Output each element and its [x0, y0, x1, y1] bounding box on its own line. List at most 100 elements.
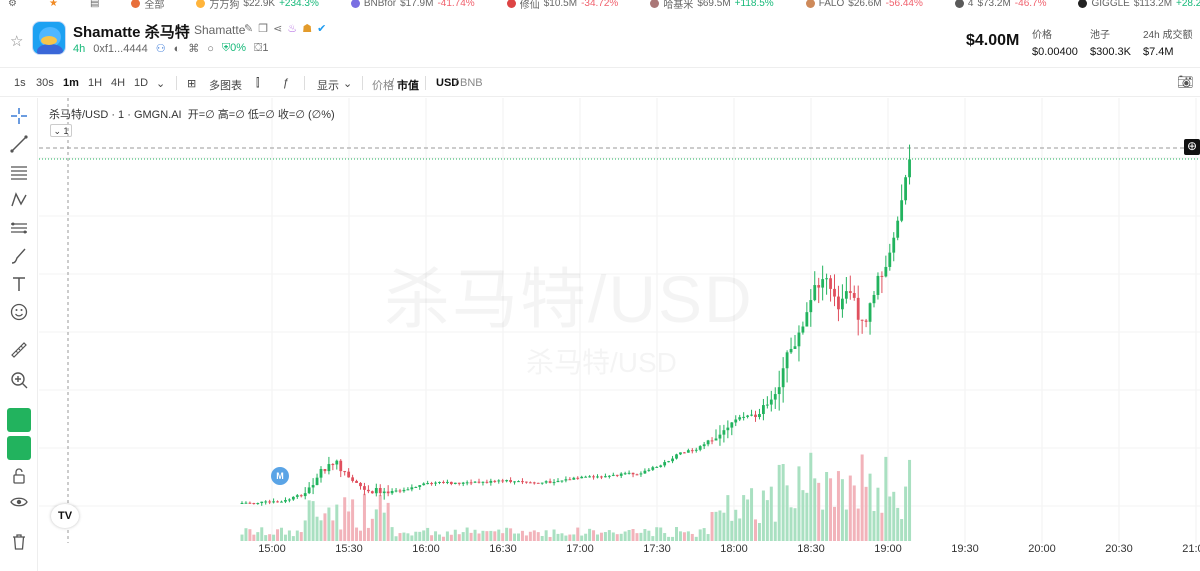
ticker-strip: ⚙ ★ ▤ 全部 万万狗 $22.9K +234.3% BNBfor $17.9M -41.…	[0, 0, 1200, 12]
holders-icon[interactable]: ⚇	[155, 43, 166, 55]
horizontal-lines-icon[interactable]	[8, 162, 30, 184]
indicators-icon[interactable]: ⫿	[256, 77, 260, 89]
ticker-label: BNBfor	[363, 0, 397, 9]
fire-icon[interactable]: ★	[48, 0, 58, 9]
community-icon[interactable]: ☗	[302, 23, 313, 35]
candle-body	[303, 493, 307, 497]
ticker-item[interactable]: 哈基米 $69.5M +118.5%	[650, 0, 774, 11]
magnet-mode-button[interactable]	[7, 408, 31, 432]
eye-icon[interactable]	[8, 492, 30, 514]
volume-bar	[584, 533, 588, 541]
flame-icon[interactable]: ♨	[287, 23, 298, 35]
stay-drawing-button[interactable]	[7, 436, 31, 460]
volume-bar	[809, 452, 813, 541]
multi-chart-button[interactable]: 多图表	[209, 80, 242, 92]
volume-bar	[833, 506, 836, 541]
trash-icon[interactable]	[8, 532, 30, 554]
display-dropdown-icon[interactable]: ⌄	[343, 78, 353, 90]
function-icon[interactable]: ƒ	[283, 77, 290, 89]
candle-body	[675, 454, 678, 459]
legend-collapse-button[interactable]: ⌄ 1	[50, 124, 72, 137]
volume-bar	[457, 534, 461, 541]
volume-bar	[734, 509, 738, 541]
settings-icon[interactable]: ⚙	[8, 0, 17, 9]
token-age: 4h	[73, 42, 86, 55]
crosshair-icon[interactable]	[8, 106, 30, 128]
copy-icon[interactable]: ❐	[258, 23, 269, 35]
favorite-star-icon[interactable]: ☆	[10, 33, 24, 50]
price-toggle[interactable]: 价格	[372, 80, 394, 92]
candle-body	[588, 476, 591, 478]
candle-body	[319, 469, 323, 478]
volume-bar	[252, 534, 256, 541]
candle-body	[900, 200, 904, 221]
add-alert-icon[interactable]: ⊕	[1184, 139, 1200, 155]
emoji-icon[interactable]	[8, 302, 30, 324]
volume-bar	[840, 479, 844, 541]
interval-30s[interactable]: 30s	[36, 77, 54, 89]
display-dropdown[interactable]: 显示	[317, 80, 339, 92]
ticker-item[interactable]: 4 $73.2M -46.7%	[954, 0, 1046, 9]
token-action-icons: ✎ ❐ ⋖ ♨ ☗ ✔	[244, 22, 326, 35]
ticker-item[interactable]: 万万狗 $22.9K +234.3%	[196, 0, 319, 11]
volume-bar	[430, 535, 434, 541]
volume-bar	[750, 488, 754, 541]
candle-body	[513, 481, 516, 483]
volume-bar	[757, 523, 761, 541]
token-subtitle: Shamatte	[194, 23, 246, 37]
interval-1d[interactable]: 1D	[134, 77, 149, 89]
volume-bar	[307, 500, 311, 541]
volume-bar	[335, 504, 339, 541]
candle-body	[572, 477, 576, 480]
interval-1h[interactable]: 1H	[88, 77, 103, 89]
volume-bar	[544, 530, 548, 541]
candle-body	[623, 473, 627, 475]
contract-address[interactable]: 0xf1...4444	[93, 42, 148, 55]
time-tick-label: 16:00	[412, 543, 440, 555]
volume-bar	[722, 512, 726, 541]
document-icon[interactable]: ▤	[89, 0, 100, 9]
watermark-main: 杀马特/USD	[384, 246, 754, 342]
share-icon[interactable]: ⋖	[273, 23, 283, 35]
volume-bar	[714, 511, 718, 541]
usd-toggle[interactable]: USD	[436, 77, 460, 89]
pattern-icon[interactable]	[8, 190, 30, 212]
ticker-value: $113.2M	[1133, 0, 1173, 9]
ruler-icon[interactable]	[8, 340, 30, 362]
interval-1m[interactable]: 1m	[63, 77, 79, 89]
ticker-item[interactable]: BNBfor $17.9M -41.74%	[350, 0, 475, 9]
token-header: ☆ Shamatte 杀马特 Shamatte ✎ ❐ ⋖ ♨ ☗ ✔ 4h 0…	[0, 12, 1200, 68]
mcap-toggle[interactable]: 市值	[397, 80, 419, 92]
ticker-item[interactable]: 全部	[131, 0, 164, 11]
candle-body	[532, 482, 536, 484]
volume-bar	[418, 531, 422, 541]
trendline-icon[interactable]	[8, 134, 30, 156]
website-icon[interactable]: ⌘	[188, 43, 200, 55]
tradingview-logo[interactable]: TV	[51, 504, 79, 528]
bnb-toggle[interactable]: BNB	[460, 77, 483, 89]
candle-body	[627, 472, 631, 474]
candle-body	[457, 482, 461, 484]
edit-icon[interactable]: ✎	[244, 23, 254, 35]
text-tool-icon[interactable]	[8, 274, 30, 296]
camera-icon[interactable]: 📷︎	[1177, 74, 1194, 89]
verified-icon[interactable]: ✔	[317, 23, 327, 35]
interval-1s[interactable]: 1s	[14, 77, 26, 89]
interval-dropdown-icon[interactable]: ⌄	[156, 78, 166, 90]
time-axis[interactable]: 15:00 15:30 16:00 16:30 17:00 17:30 18:00 18:30…	[39, 543, 1200, 571]
search-icon[interactable]: ○	[207, 42, 214, 55]
chart-canvas[interactable]	[39, 98, 1200, 571]
zoom-in-icon[interactable]	[8, 370, 30, 392]
brush-icon[interactable]	[8, 246, 30, 268]
time-tick-label: 15:30	[335, 543, 363, 555]
interval-4h[interactable]: 4H	[111, 77, 126, 89]
event-marker[interactable]: M	[271, 467, 289, 485]
multi-chart-icon[interactable]: ⊞	[187, 78, 197, 90]
ticker-item[interactable]: 修仙 $10.5M -34.72%	[506, 0, 618, 11]
ticker-item[interactable]: GIGGLE$113.2M+28.28%	[1078, 0, 1200, 9]
candle-body	[730, 422, 734, 428]
ticker-item[interactable]: FALO $26.6M -56.44%	[805, 0, 923, 9]
price-chart[interactable]: 杀马特/USD 杀马特/USD 杀马特/USD · 1 · GMGN.AI 开=…	[39, 98, 1200, 571]
lock-icon[interactable]	[8, 466, 30, 488]
measure-range-icon[interactable]	[8, 218, 30, 240]
